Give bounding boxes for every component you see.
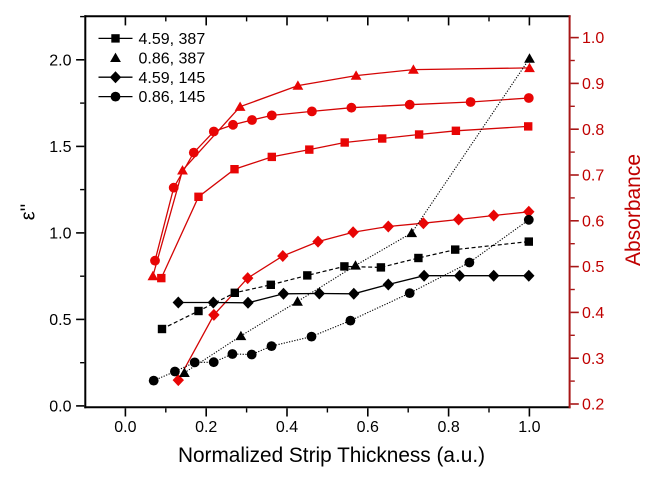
- svg-text:0.4: 0.4: [276, 419, 298, 436]
- svg-text:4.59, 387: 4.59, 387: [139, 31, 206, 48]
- svg-text:0.8: 0.8: [582, 122, 604, 139]
- svg-text:4.59, 145: 4.59, 145: [139, 70, 206, 87]
- svg-text:0.4: 0.4: [582, 305, 604, 322]
- svg-text:0.6: 0.6: [357, 419, 379, 436]
- svg-text:0.5: 0.5: [49, 312, 71, 329]
- svg-text:1.0: 1.0: [582, 30, 604, 47]
- svg-text:Normalized Strip Thickness (a.: Normalized Strip Thickness (a.u.): [178, 444, 485, 467]
- svg-text:1.5: 1.5: [49, 139, 71, 156]
- svg-text:ε'': ε'': [18, 204, 40, 221]
- svg-text:0.0: 0.0: [114, 419, 136, 436]
- svg-text:0.5: 0.5: [582, 259, 604, 276]
- svg-text:0.86, 145: 0.86, 145: [139, 89, 206, 106]
- svg-text:0.9: 0.9: [582, 76, 604, 93]
- svg-text:0.2: 0.2: [195, 419, 217, 436]
- svg-text:2.0: 2.0: [49, 52, 71, 69]
- svg-text:0.7: 0.7: [582, 168, 604, 185]
- svg-text:1.0: 1.0: [49, 226, 71, 243]
- svg-text:0.0: 0.0: [49, 399, 71, 416]
- svg-text:0.86, 387: 0.86, 387: [139, 50, 206, 67]
- svg-text:0.3: 0.3: [582, 351, 604, 368]
- svg-text:0.8: 0.8: [437, 419, 459, 436]
- svg-text:1.0: 1.0: [518, 419, 540, 436]
- svg-text:Absorbance: Absorbance: [622, 154, 645, 266]
- svg-text:0.2: 0.2: [582, 397, 604, 414]
- svg-text:0.6: 0.6: [582, 213, 604, 230]
